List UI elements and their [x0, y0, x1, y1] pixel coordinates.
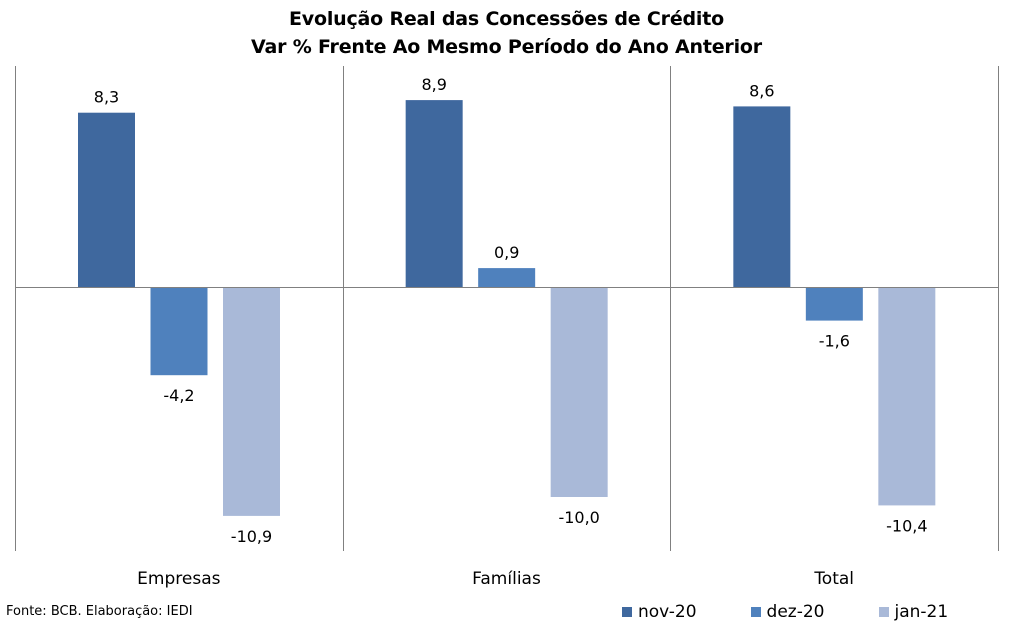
data-label-nov-20-famílias: 8,9 — [421, 75, 446, 94]
legend-item-nov-20: nov-20 — [622, 602, 697, 622]
legend: nov-20 dez-20 jan-21 — [622, 602, 948, 622]
bar-jan-21-famílias — [550, 287, 608, 497]
chart-title: Evolução Real das Concessões de Crédito — [289, 8, 724, 30]
data-label-nov-20-empresas: 8,3 — [94, 88, 119, 107]
bar-dez-20-empresas — [150, 287, 208, 376]
bar-nov-20-empresas — [78, 112, 135, 287]
legend-label-jan-21: jan-21 — [894, 602, 949, 622]
source-note: Fonte: BCB. Elaboração: IEDI — [6, 604, 193, 619]
bar-dez-20-famílias — [478, 268, 536, 287]
category-label-famílias: Famílias — [472, 569, 541, 589]
category-label-empresas: Empresas — [137, 569, 220, 589]
bar-nov-20-famílias — [405, 100, 463, 287]
data-label-nov-20-total: 8,6 — [749, 81, 774, 100]
bar-jan-21-empresas — [223, 287, 280, 516]
data-label-dez-20-famílias: 0,9 — [494, 243, 519, 262]
legend-label-dez-20: dez-20 — [766, 602, 825, 622]
legend-swatch-nov-20 — [622, 607, 632, 617]
chart-subtitle: Var % Frente Ao Mesmo Período do Ano Ant… — [251, 36, 762, 58]
legend-item-dez-20: dez-20 — [750, 602, 825, 622]
data-label-dez-20-total: -1,6 — [819, 332, 850, 351]
bar-dez-20-total — [805, 287, 863, 321]
data-label-dez-20-empresas: -4,2 — [163, 386, 194, 405]
category-label-total: Total — [813, 569, 854, 589]
legend-label-nov-20: nov-20 — [638, 602, 697, 622]
legend-swatch-dez-20 — [750, 607, 761, 617]
bar-nov-20-total — [733, 106, 791, 288]
data-label-jan-21-total: -10,4 — [886, 516, 927, 535]
bar-jan-21-total — [878, 287, 936, 506]
data-label-jan-21-empresas: -10,9 — [231, 527, 272, 546]
data-label-jan-21-famílias: -10,0 — [558, 508, 599, 527]
legend-item-jan-21: jan-21 — [878, 602, 949, 622]
legend-swatch-jan-21 — [878, 607, 889, 617]
